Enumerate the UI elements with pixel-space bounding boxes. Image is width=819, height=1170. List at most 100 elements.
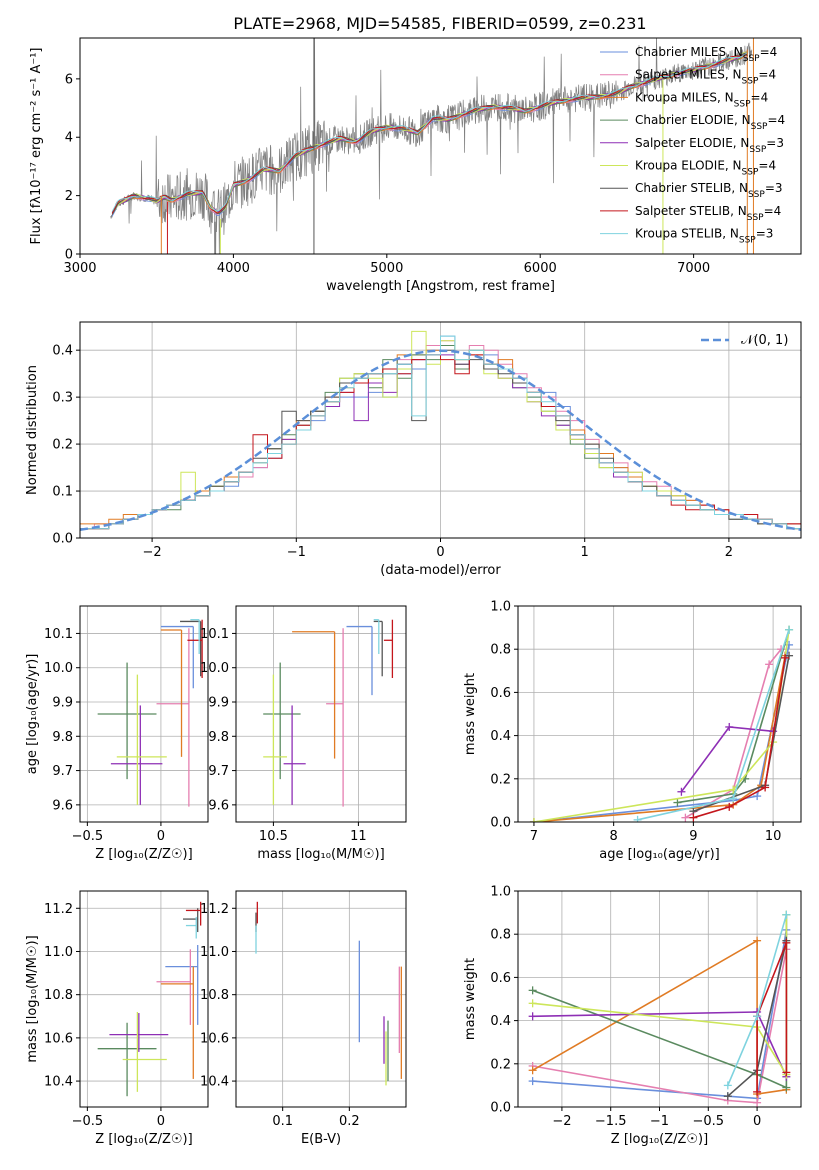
- x-tick-label: 0.1: [272, 1114, 293, 1129]
- series-line-salpeter_miles: [532, 949, 788, 1104]
- x-axis-label: E(B-V): [301, 1132, 341, 1147]
- legend-subscript: SSP: [751, 122, 768, 132]
- axes-frame: [79, 890, 209, 1108]
- series-line-kroupa_stelib: [637, 629, 790, 821]
- legend-label: Chabrier STELIB, NSSP=3: [635, 181, 783, 200]
- legend-subscript: SSP: [743, 54, 760, 64]
- x-tick-label: 4000: [217, 261, 250, 276]
- x-tick-label: 0.2: [339, 1114, 360, 1129]
- x-tick-label: 10.5: [259, 829, 288, 844]
- x-tick-label: 1: [581, 545, 589, 560]
- x-tick-label: −2: [143, 545, 162, 560]
- x-tick-label: −1: [650, 1114, 669, 1129]
- y-tick-label: 9.8: [52, 730, 73, 745]
- plot-area: [529, 625, 794, 822]
- y-tick-label: 0.4: [490, 729, 511, 744]
- y-tick-label: 9.6: [208, 798, 229, 813]
- x-tick-label: 11: [350, 829, 367, 844]
- y-tick-label: 0.1: [52, 485, 73, 500]
- x-tick-label: 0: [157, 1114, 165, 1129]
- y-tick-label: 0.2: [490, 772, 511, 787]
- y-tick-label: 9.9: [52, 696, 73, 711]
- plot-area: [97, 619, 203, 807]
- x-tick-label: 10: [765, 829, 782, 844]
- y-tick-label: 0.6: [490, 971, 511, 986]
- y-tick-label: 10.8: [200, 988, 229, 1003]
- y-axis-label: mass weight: [463, 673, 478, 755]
- y-tick-label: 10.0: [200, 661, 229, 676]
- y-tick-label: 10.1: [200, 627, 229, 642]
- series-line-salpeter_stelib: [693, 657, 786, 819]
- y-tick-label: 6: [65, 72, 73, 87]
- legend-label: Kroupa ELODIE, NSSP=4: [635, 159, 776, 178]
- x-axis-label: Z [log₁₀(Z/Z☉)]: [95, 1132, 192, 1147]
- plot-area: [110, 38, 754, 254]
- y-axis-label: mass [log₁₀(M/M☉)]: [25, 935, 40, 1062]
- y-tick-label: 0.3: [52, 391, 73, 406]
- x-tick-label: 0: [436, 545, 444, 560]
- plot-area: [263, 619, 394, 807]
- y-tick-label: 0.6: [490, 686, 511, 701]
- hist-step-kroupa_stelib: [80, 335, 801, 538]
- legend-label: Kroupa MILES, NSSP=4: [635, 90, 768, 109]
- y-tick-label: 1.0: [490, 600, 511, 615]
- x-axis-label: Z [log₁₀(Z/Z☉)]: [611, 1132, 708, 1147]
- y-tick-label: 2: [65, 189, 73, 204]
- legend-suffix: =3: [766, 136, 784, 150]
- x-tick-label: 3000: [63, 261, 96, 276]
- y-tick-label: 9.7: [52, 764, 73, 779]
- data-spectrum-line: [110, 38, 753, 254]
- axes-frame: [79, 37, 802, 255]
- y-tick-label: 0.0: [490, 816, 511, 831]
- series-line-chabrier_miles: [532, 929, 788, 1100]
- y-tick-label: 0.8: [490, 643, 511, 658]
- y-tick-label: 9.8: [208, 730, 229, 745]
- y-tick-label: 0.4: [52, 344, 73, 359]
- x-tick-label: 7: [530, 829, 538, 844]
- axes-frame: [235, 890, 407, 1108]
- x-axis-label: (data-model)/error: [380, 563, 501, 578]
- plot-area: [80, 330, 801, 538]
- legend-suffix: =3: [756, 227, 774, 241]
- x-tick-label: 6000: [524, 261, 557, 276]
- legend-label: Kroupa STELIB, NSSP=3: [635, 227, 773, 246]
- axes-age_vs_Z: −0.5 0 9.6 9.7 9.8 9.9 10.0 10.1 Z [log₁₀(Z/Z☉)]…: [25, 605, 209, 862]
- y-tick-label: 0.0: [52, 532, 73, 547]
- x-tick-label: 9: [689, 829, 697, 844]
- x-axis-label: age [log₁₀(age/yr)]: [599, 847, 720, 862]
- x-tick-label: −2: [552, 1114, 571, 1129]
- y-tick-label: 1.0: [490, 885, 511, 900]
- legend-suffix: =4: [751, 90, 769, 104]
- x-tick-label: 7000: [677, 261, 710, 276]
- figure-title: PLATE=2968, MJD=54585, FIBERID=0599, z=0…: [233, 14, 646, 33]
- x-tick-label: −1: [287, 545, 306, 560]
- y-tick-label: 10.4: [200, 1075, 229, 1090]
- x-tick-label: 8: [610, 829, 618, 844]
- y-tick-label: 0.2: [52, 438, 73, 453]
- plot-area: [97, 901, 202, 1097]
- axes-frame: [79, 605, 209, 823]
- axes-frame: [235, 605, 407, 823]
- legend-suffix: =4: [758, 159, 776, 173]
- axes-mass_weight_vs_Z: −2 −1.5 −1 −0.5 0 0.0 0.2 0.4 0.6 0.8 1.0 Z [log₁₀(…: [463, 885, 802, 1147]
- model-line-salpeter_stelib: [111, 53, 748, 214]
- series-line-chabrier_elodie: [677, 629, 790, 804]
- x-axis-label: Z [log₁₀(Z/Z☉)]: [95, 847, 192, 862]
- x-tick-label: −0.5: [693, 1114, 725, 1129]
- legend-subscript: SSP: [742, 168, 759, 178]
- y-tick-label: 11.2: [44, 902, 73, 917]
- y-tick-label: 10.0: [44, 661, 73, 676]
- x-tick-label: 0: [753, 1114, 761, 1129]
- y-tick-label: 10.4: [44, 1075, 73, 1090]
- gaussian-line: [80, 349, 801, 532]
- legend-label: Salpeter STELIB, NSSP=4: [635, 204, 781, 223]
- legend-suffix: =4: [758, 68, 776, 82]
- plot-area: [255, 901, 402, 1086]
- y-tick-label: 0.2: [490, 1057, 511, 1072]
- axes-spectrum: 3000 4000 5000 6000 7000 0 2 4 6 wavelength [Angs…: [29, 37, 802, 294]
- x-tick-label: −1.5: [595, 1114, 627, 1129]
- x-tick-label: 2: [725, 545, 733, 560]
- y-tick-label: 10.8: [44, 988, 73, 1003]
